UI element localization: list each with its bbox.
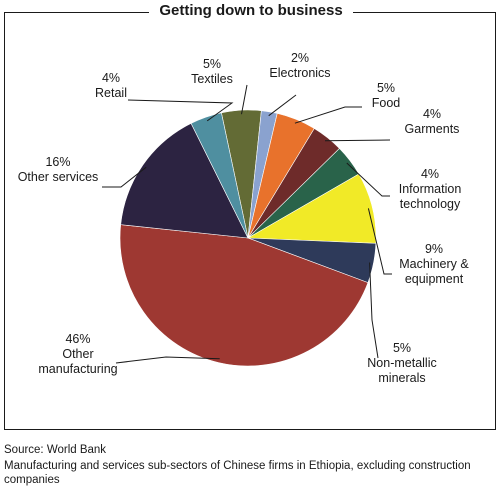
slice-category-label: Electronics xyxy=(269,66,330,80)
slice-category-label: Other xyxy=(62,347,93,361)
slice-value-label: 16% xyxy=(45,155,70,169)
slice-category-label: Machinery & xyxy=(399,257,469,271)
leader-line xyxy=(102,166,147,188)
slice-label: 5% Textiles xyxy=(191,57,233,86)
source-text: Source: World Bank xyxy=(4,444,107,456)
slice-category-label: minerals xyxy=(378,371,425,385)
footnote-text: Manufacturing and services sub-sectors o… xyxy=(4,460,471,486)
slice-label: 4% Garments xyxy=(405,107,460,136)
slice-category-label: technology xyxy=(400,197,461,211)
leader-line xyxy=(367,208,392,275)
pie-slice-other-services xyxy=(120,122,249,239)
pie-slice-retail xyxy=(190,112,249,239)
leader-line xyxy=(346,162,390,197)
leader-line xyxy=(115,356,220,364)
leader-line xyxy=(268,94,297,117)
pie-slices xyxy=(119,109,377,367)
slice-category-label: Non-metallic xyxy=(367,356,436,370)
slice-category-label: Information xyxy=(399,182,462,196)
slice-label: 4% Information technology xyxy=(399,167,462,211)
slice-value-label: 5% xyxy=(203,57,221,71)
slice-label: 5% Non-metallic minerals xyxy=(367,341,436,385)
leader-lines xyxy=(102,84,392,364)
leader-line xyxy=(294,106,362,124)
slice-value-label: 4% xyxy=(102,71,120,85)
slice-category-label: Other services xyxy=(18,170,99,184)
slice-value-label: 46% xyxy=(65,332,90,346)
slice-label: 16% Other services xyxy=(18,155,99,184)
slice-label: 2% Electronics xyxy=(269,51,330,80)
slice-label: 4% Retail xyxy=(95,71,127,100)
slice-value-label: 2% xyxy=(291,51,309,65)
slice-value-label: 4% xyxy=(421,167,439,181)
slice-category-label: manufacturing xyxy=(38,362,117,376)
slice-label: 46% Other manufacturing xyxy=(38,332,117,376)
leader-line xyxy=(369,262,379,359)
slice-label: 5% Food xyxy=(372,81,401,110)
slice-value-label: 5% xyxy=(377,81,395,95)
chart-title: Getting down to business xyxy=(0,0,502,24)
slice-category-label: Textiles xyxy=(191,72,233,86)
leader-line xyxy=(127,99,234,122)
pie-slice-other-manufacturing xyxy=(119,224,369,367)
slice-category-label: Food xyxy=(372,96,401,110)
slice-category-label: equipment xyxy=(405,272,464,286)
slice-value-label: 9% xyxy=(425,242,443,256)
slice-category-label: Garments xyxy=(405,122,460,136)
chart-title-text: Getting down to business xyxy=(149,2,353,19)
slice-category-label: Retail xyxy=(95,86,127,100)
slice-label: 9% Machinery & equipment xyxy=(399,242,469,286)
slice-value-label: 5% xyxy=(393,341,411,355)
leader-line xyxy=(241,84,248,115)
leader-line xyxy=(324,139,391,142)
slice-value-label: 4% xyxy=(423,107,441,121)
